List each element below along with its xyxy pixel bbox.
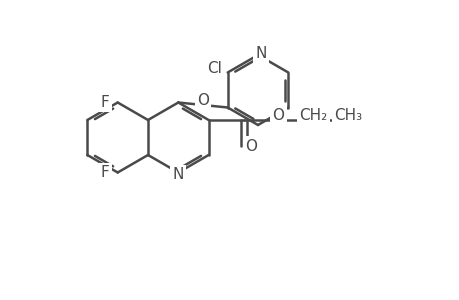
- Text: F: F: [101, 165, 109, 180]
- Text: N: N: [172, 167, 184, 182]
- Text: O: O: [196, 92, 208, 107]
- Text: CH₃: CH₃: [334, 107, 362, 122]
- Text: O: O: [245, 139, 257, 154]
- Text: N: N: [255, 46, 266, 61]
- Text: O: O: [272, 107, 284, 122]
- Text: F: F: [101, 95, 109, 110]
- Text: Cl: Cl: [207, 61, 221, 76]
- Text: CH₂: CH₂: [299, 107, 327, 122]
